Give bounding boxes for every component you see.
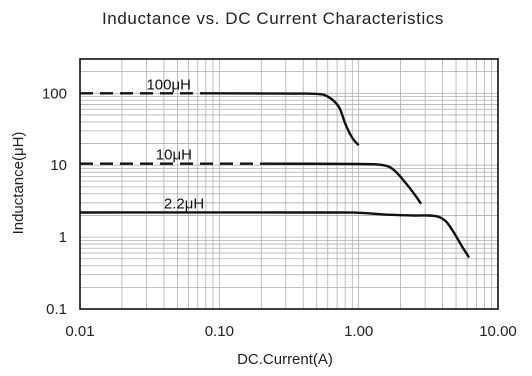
x-axis-label: DC.Current(A)	[237, 351, 333, 368]
x-tick-label: 0.10	[205, 323, 234, 340]
grid-lines	[80, 59, 498, 309]
curves	[79, 92, 471, 259]
y-tick-label: 1	[59, 229, 67, 246]
y-tick-label: 100	[42, 85, 67, 102]
y-tick-label: 0.1	[46, 301, 67, 318]
series-labels: 100μH 10μH 2.2μH	[146, 76, 204, 212]
y-tick-label: 10	[50, 157, 67, 174]
series-line	[212, 92, 360, 147]
series-line	[79, 211, 471, 259]
chart-title: Inductance vs. DC Current Characteristic…	[102, 9, 444, 28]
x-tick-label: 0.01	[65, 323, 94, 340]
y-axis-label: Inductance(μH)	[10, 132, 27, 235]
x-tick-labels: 0.01 0.10 1.00 10.00	[65, 323, 516, 340]
series-label: 2.2μH	[164, 195, 204, 212]
series-line	[261, 162, 423, 205]
series-label: 100μH	[146, 76, 191, 93]
x-tick-label: 1.00	[344, 323, 373, 340]
x-tick-label: 10.00	[479, 323, 517, 340]
series-label: 10μH	[156, 147, 192, 164]
plot-frame	[79, 58, 499, 310]
y-tick-labels: 0.1 1 10 100	[42, 85, 67, 318]
